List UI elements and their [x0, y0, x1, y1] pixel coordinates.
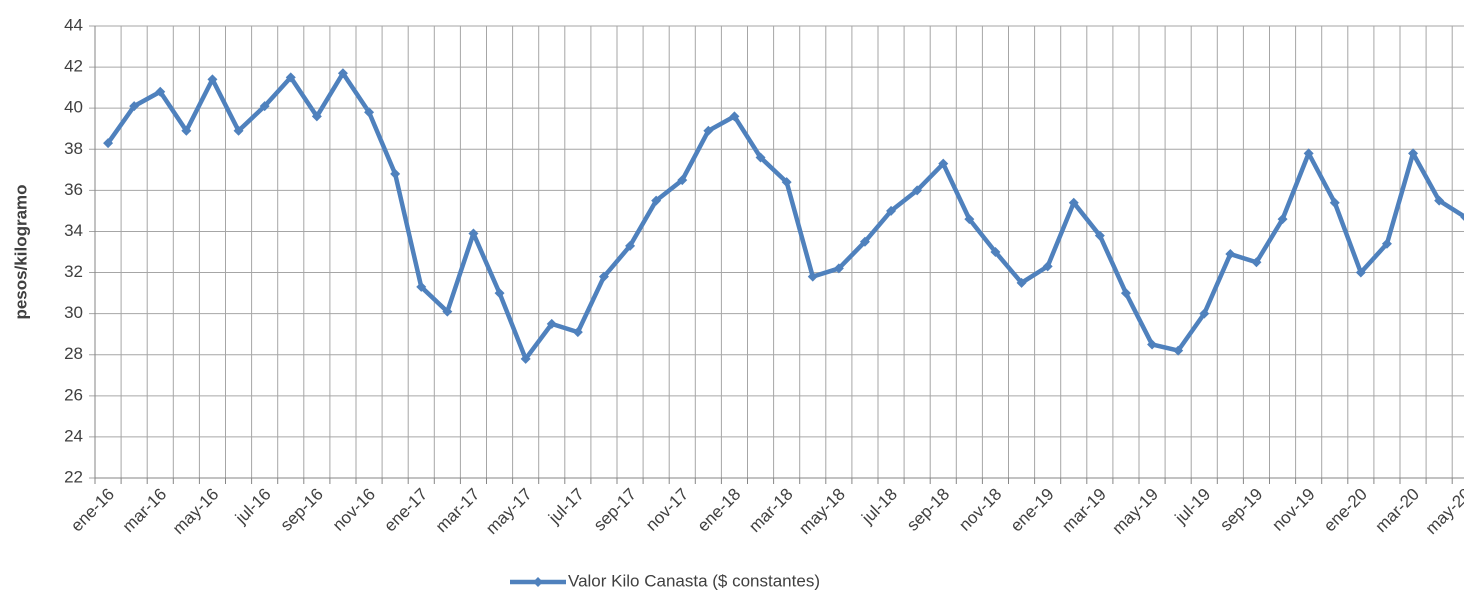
y-tick-label: 26 [64, 385, 83, 404]
x-tick-label: mar-20 [1372, 485, 1424, 537]
data-point [390, 168, 401, 179]
data-point [833, 263, 844, 274]
data-point [703, 125, 714, 136]
data-point [129, 101, 140, 112]
x-tick-label: sep-19 [1216, 485, 1266, 535]
x-tick-label: jul-16 [231, 485, 275, 529]
data-point [1434, 195, 1445, 206]
x-tick-label: sep-16 [277, 485, 327, 535]
data-point [859, 236, 870, 247]
data-point [964, 214, 975, 225]
data-point [1173, 345, 1184, 356]
data-point [572, 327, 583, 338]
x-tick-label: mar-16 [119, 485, 171, 537]
data-point [1303, 148, 1314, 159]
data-point [677, 175, 688, 186]
x-tick-label: sep-17 [590, 485, 640, 535]
data-point [1277, 214, 1288, 225]
x-tick-label: mar-19 [1058, 485, 1110, 537]
y-tick-label: 36 [64, 180, 83, 199]
x-tick-label: may-19 [1109, 485, 1163, 539]
x-tick-label: ene-18 [694, 485, 745, 536]
data-point [1251, 257, 1262, 268]
y-axis-label: pesos/kilogramo [11, 184, 30, 319]
data-point [729, 111, 740, 122]
data-point [1068, 197, 1079, 208]
x-tick-label: mar-18 [745, 485, 797, 537]
x-tick-label: ene-17 [380, 485, 431, 536]
data-point [1355, 267, 1366, 278]
data-point [416, 281, 427, 292]
data-point [938, 158, 949, 169]
data-point [181, 125, 192, 136]
y-tick-label: 28 [64, 344, 83, 363]
data-point [1199, 308, 1210, 319]
x-tick-label: nov-17 [642, 485, 692, 535]
legend-marker [533, 577, 543, 587]
y-tick-label: 32 [64, 262, 83, 281]
data-point [990, 247, 1001, 257]
data-point [755, 152, 766, 163]
data-point [364, 107, 375, 118]
data-point [520, 353, 531, 364]
data-point [1408, 148, 1419, 159]
data-point [651, 195, 662, 206]
x-tick-label: may-20 [1422, 485, 1464, 539]
data-point [442, 306, 453, 317]
data-point [233, 125, 244, 136]
x-tick-label: may-16 [169, 485, 223, 539]
data-point [1120, 288, 1131, 299]
data-point [886, 205, 897, 216]
data-point [259, 101, 270, 112]
y-tick-label: 42 [64, 57, 83, 76]
y-tick-label: 34 [64, 221, 83, 240]
data-point [807, 271, 818, 282]
x-tick-label: sep-18 [903, 485, 953, 535]
data-point [781, 177, 792, 188]
y-tick-label: 22 [64, 467, 83, 486]
data-point [598, 271, 609, 282]
data-point [1094, 230, 1105, 241]
y-tick-label: 38 [64, 139, 83, 158]
data-point [494, 288, 505, 299]
x-tick-label: nov-19 [1268, 485, 1318, 535]
x-tick-label: nov-16 [329, 485, 379, 535]
data-point [103, 138, 114, 149]
data-point [468, 228, 479, 239]
data-point [912, 185, 923, 196]
x-tick-label: nov-18 [955, 485, 1005, 535]
x-tick-label: jul-17 [544, 485, 588, 529]
y-tick-label: 24 [64, 426, 83, 445]
data-point [1042, 261, 1053, 272]
data-point [207, 74, 218, 85]
x-tick-label: may-18 [795, 485, 849, 539]
x-tick-label: may-17 [482, 485, 536, 539]
x-tick-label: ene-20 [1320, 485, 1371, 536]
data-point [1147, 339, 1158, 350]
x-tick-label: jul-19 [1171, 485, 1215, 529]
data-point [1381, 238, 1392, 249]
x-tick-label: ene-19 [1007, 485, 1058, 536]
x-tick-label: mar-17 [432, 485, 484, 537]
y-tick-label: 40 [64, 98, 83, 117]
data-point [155, 86, 166, 97]
x-tick-label: jul-18 [857, 485, 901, 529]
legend-label: Valor Kilo Canasta ($ constantes) [568, 571, 820, 590]
y-tick-label: 30 [64, 303, 83, 322]
data-point [546, 318, 557, 329]
data-point [625, 240, 636, 251]
data-point [1460, 213, 1464, 221]
data-point [285, 72, 296, 83]
data-point [1016, 277, 1027, 288]
data-point [337, 68, 348, 79]
x-tick-label: ene-16 [67, 485, 118, 536]
data-point [311, 111, 322, 122]
data-point [1329, 197, 1340, 208]
series-line [106, 71, 1464, 362]
y-tick-label: 44 [64, 15, 83, 34]
data-point [1225, 249, 1236, 260]
